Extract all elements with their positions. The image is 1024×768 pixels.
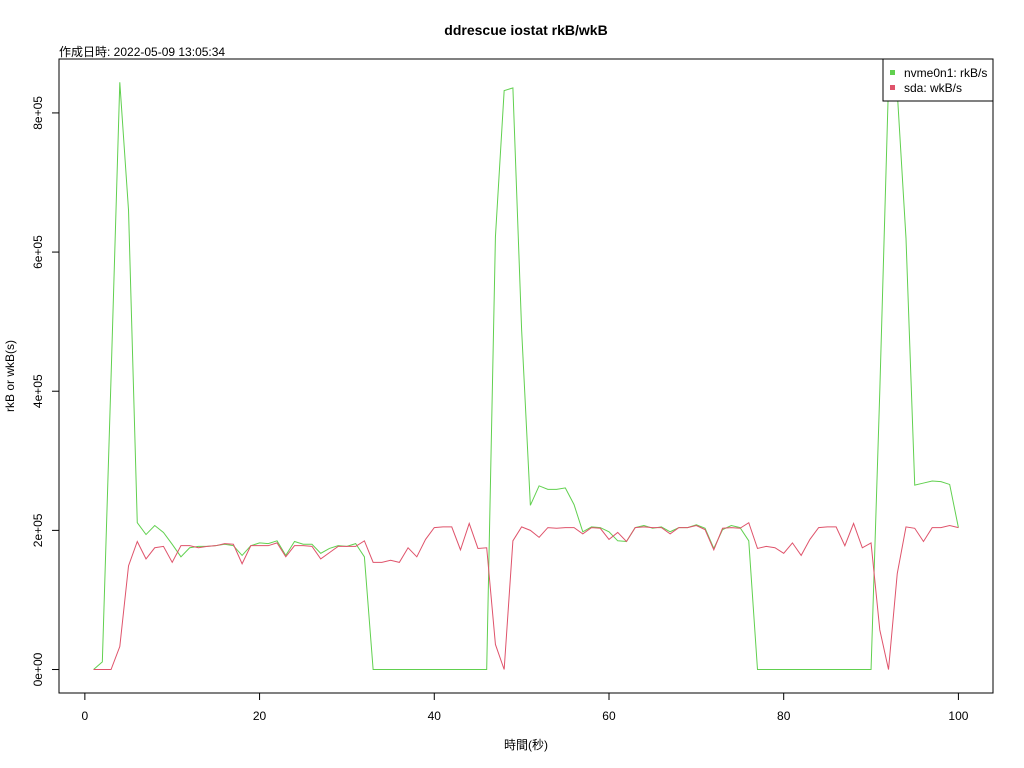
y-tick-label: 0e+00	[31, 652, 45, 686]
y-tick-label: 4e+05	[31, 374, 45, 408]
y-axis-label: rkB or wkB(s)	[3, 340, 17, 412]
legend-label: nvme0n1: rkB/s	[904, 66, 987, 80]
x-tick-label: 80	[777, 709, 791, 723]
x-tick-label: 20	[253, 709, 267, 723]
legend-label: sda: wkB/s	[904, 81, 962, 95]
x-tick-label: 0	[82, 709, 89, 723]
y-tick-label: 2e+05	[31, 513, 45, 547]
x-tick-label: 100	[948, 709, 968, 723]
legend-swatch	[890, 85, 895, 90]
chart-title: ddrescue iostat rkB/wkB	[444, 22, 607, 38]
series-line	[93, 521, 959, 671]
legend-swatch	[890, 70, 895, 75]
x-tick-label: 40	[428, 709, 442, 723]
y-tick-label: 6e+05	[31, 235, 45, 269]
series-line	[93, 81, 959, 671]
chart-subtitle: 作成日時: 2022-05-09 13:05:34	[59, 45, 225, 59]
x-tick-label: 60	[602, 709, 616, 723]
y-tick-label: 8e+05	[31, 96, 45, 130]
legend-box	[882, 58, 994, 102]
x-axis-label: 時間(秒)	[504, 738, 548, 752]
